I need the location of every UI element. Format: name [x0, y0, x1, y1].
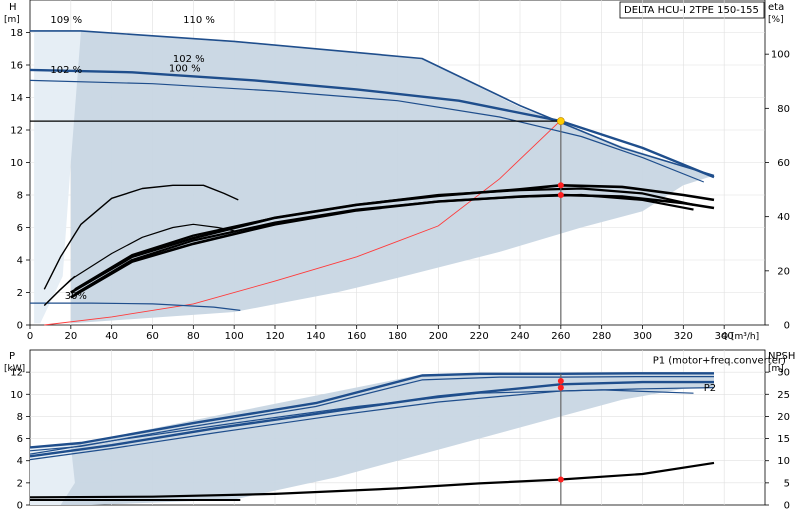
low-flow-region — [30, 445, 75, 505]
y-right-axis-unit: [%] — [768, 15, 784, 25]
curve-label: 110 % — [183, 15, 215, 26]
y-left-axis-title: H — [9, 2, 17, 13]
x-axis-title: Q [m³/h] — [721, 332, 759, 342]
series-line-0 — [29, 372, 714, 449]
eta-line-2 — [43, 275, 76, 306]
y-left-tick-label: 12 — [10, 126, 23, 137]
curve-label: 102 % — [50, 65, 82, 76]
y-left-tick-label: 14 — [10, 93, 23, 104]
duty-marker — [557, 476, 564, 483]
eta-line-1 — [43, 223, 235, 306]
series-line-1 — [29, 68, 715, 179]
operating-region — [34, 30, 715, 324]
series-line-3 — [30, 302, 241, 311]
y-left-axis-unit: [kW] — [4, 364, 25, 374]
x-tick-label: 160 — [347, 331, 366, 342]
x-tick-label: 120 — [265, 331, 284, 342]
series-line-4 — [29, 389, 694, 455]
y-right-tick-label: 25 — [777, 390, 790, 401]
x-tick-label: 60 — [146, 331, 159, 342]
duty-marker — [557, 384, 564, 391]
y-left-tick-label: 2 — [17, 478, 23, 489]
x-tick-label: 100 — [225, 331, 244, 342]
curve-label: 30% — [65, 291, 87, 302]
y-right-tick-label: 0 — [784, 321, 790, 332]
y-left-tick-label: 16 — [10, 61, 23, 72]
y-left-tick-label: 12 — [10, 368, 23, 379]
power-npsh-panel: P [kW] NPSH [m] 0 2 4 6 8 10 12 0 5 10 15 20 25 30 P1 … — [4, 349, 795, 512]
x-tick-label: 200 — [429, 331, 448, 342]
x-tick-label: 20 — [64, 331, 77, 342]
series-line-3 — [29, 387, 715, 461]
eta-line-5 — [70, 184, 715, 294]
y-right-tick-label: 40 — [777, 212, 790, 223]
duty-marker — [557, 192, 564, 198]
y-right-tick-label: 10 — [777, 456, 790, 467]
y-right-tick-label: 60 — [777, 158, 790, 169]
duty-marker — [557, 182, 564, 189]
curve-label: 109 % — [50, 15, 82, 26]
eta-line-6 — [70, 193, 715, 299]
series-line-5 — [29, 461, 715, 499]
system-curve — [44, 119, 562, 326]
series-line-2 — [29, 79, 705, 183]
chart-title: DELTA HCU-I 2TPE 150-155 — [624, 5, 759, 16]
low-flow-region — [34, 30, 81, 324]
y-left-axis-title: P — [9, 351, 15, 362]
x-tick-label: 280 — [592, 331, 611, 342]
head-efficiency-panel: DELTA HCU-I 2TPE 150-155 H [m] eta [%] Q… — [4, 0, 790, 342]
eta-line-0 — [43, 184, 239, 290]
x-tick-label: 240 — [510, 331, 529, 342]
x-tick-label: 300 — [633, 331, 652, 342]
duty-marker — [557, 378, 564, 384]
x-tick-label: 340 — [715, 331, 734, 342]
x-tick-label: 80 — [187, 331, 200, 342]
duty-point — [556, 117, 565, 125]
y-left-tick-label: 10 — [10, 390, 23, 401]
y-left-tick-label: 10 — [10, 158, 23, 169]
y-left-tick-label: 6 — [17, 434, 23, 445]
y-right-tick-label: 80 — [777, 104, 790, 115]
chart-title-box — [619, 1, 765, 19]
x-tick-label: 140 — [306, 331, 325, 342]
curve-label: 102 % — [173, 54, 205, 65]
operating-region — [30, 373, 714, 505]
y-left-tick-label: 8 — [17, 191, 23, 202]
y-left-tick-label: 4 — [17, 256, 23, 267]
curve-label: 100 % — [169, 64, 201, 75]
y-left-tick-label: 0 — [17, 501, 23, 512]
y-right-tick-label: 15 — [777, 434, 790, 445]
y-right-tick-label: 5 — [784, 478, 790, 489]
y-right-axis-unit: [m] — [768, 364, 784, 374]
y-right-axis-title: eta — [768, 2, 784, 13]
x-tick-label: 40 — [105, 331, 118, 342]
y-right-tick-label: 20 — [777, 266, 790, 277]
y-left-tick-label: 18 — [10, 28, 23, 39]
y-right-tick-label: 0 — [784, 501, 790, 512]
y-left-tick-label: 6 — [17, 223, 23, 234]
y-left-tick-label: 4 — [17, 456, 23, 467]
y-right-tick-label: 20 — [777, 412, 790, 423]
y-right-tick-label: 30 — [777, 368, 790, 379]
x-tick-label: 260 — [551, 331, 570, 342]
x-tick-label: 220 — [470, 331, 489, 342]
y-left-axis-unit: [m] — [4, 15, 20, 25]
y-right-axis-title: NPSH — [768, 351, 795, 362]
series-line-0 — [30, 30, 715, 177]
y-left-tick-label: 0 — [17, 321, 23, 332]
curve-label: P1 (motor+freq.converter) — [653, 355, 786, 366]
x-tick-label: 320 — [674, 331, 693, 342]
curve-label: P2 — [704, 383, 716, 394]
y-right-tick-label: 100 — [771, 50, 790, 61]
y-left-tick-label: 8 — [17, 412, 23, 423]
x-tick-label: 0 — [27, 331, 33, 342]
y-left-tick-label: 2 — [17, 288, 23, 299]
x-tick-label: 180 — [388, 331, 407, 342]
